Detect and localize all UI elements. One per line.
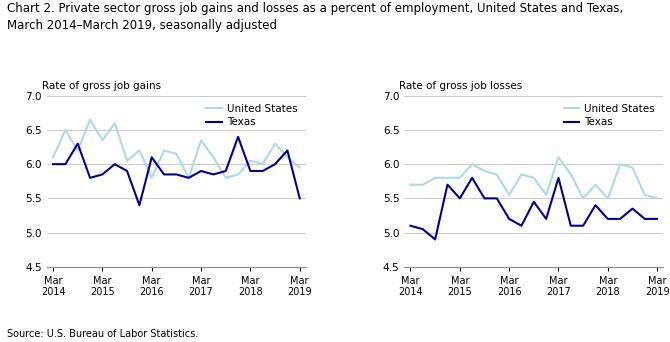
Text: March 2014–March 2019, seasonally adjusted: March 2014–March 2019, seasonally adjust… [7, 19, 277, 32]
Text: Source: U.S. Bureau of Labor Statistics.: Source: U.S. Bureau of Labor Statistics. [7, 329, 198, 339]
Text: Rate of gross job losses: Rate of gross job losses [399, 81, 523, 91]
Text: Rate of gross job gains: Rate of gross job gains [42, 81, 161, 91]
Legend: United States, Texas: United States, Texas [203, 101, 301, 130]
Legend: United States, Texas: United States, Texas [560, 101, 658, 130]
Text: Chart 2. Private sector gross job gains and losses as a percent of employment, U: Chart 2. Private sector gross job gains … [7, 2, 623, 15]
